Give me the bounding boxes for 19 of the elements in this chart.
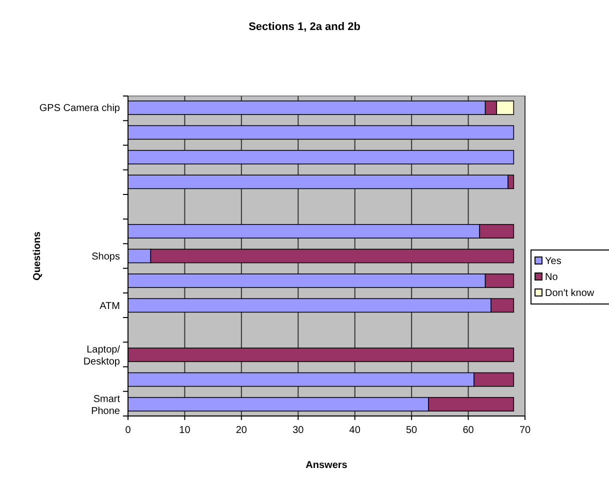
x-axis-title: Answers (306, 460, 348, 471)
x-tick-label: 60 (462, 425, 474, 436)
legend-label: No (545, 272, 558, 283)
x-tick-label: 10 (179, 425, 191, 436)
x-tick-label: 20 (236, 425, 248, 436)
y-tick-label: GPS Camera chip (39, 103, 120, 114)
y-tick-label: Smart Phone (91, 394, 120, 417)
x-tick-label: 40 (349, 425, 361, 436)
x-tick-label: 70 (519, 425, 531, 436)
y-tick-label: Shops (92, 252, 120, 262)
x-tick-label: 50 (406, 425, 418, 436)
legend-label: Don't know (545, 288, 595, 299)
y-tick-label: Laptop/ Desktop (83, 344, 120, 368)
chart-title: Sections 1, 2a and 2b (248, 21, 361, 33)
legend-label: Yes (545, 256, 562, 267)
x-tick-label: 0 (125, 425, 132, 436)
x-tick-label: 30 (292, 425, 304, 436)
y-tick-label: ATM (100, 300, 120, 312)
y-axis-title: Questions (32, 231, 43, 280)
